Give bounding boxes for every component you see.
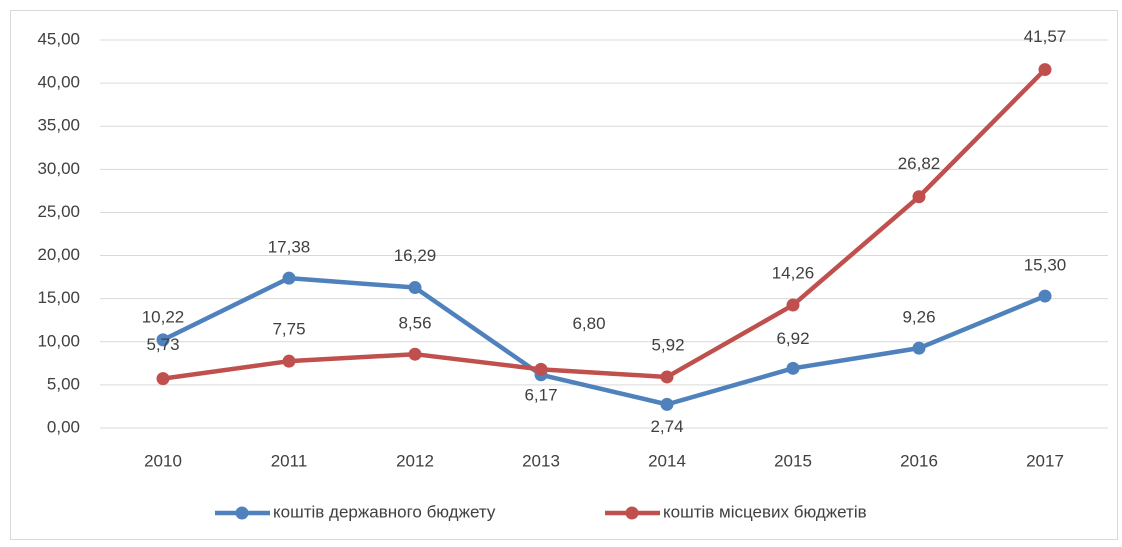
data-label: 6,17 [524,385,557,404]
legend-marker [235,506,249,520]
x-tick-label: 2013 [522,451,560,470]
data-label: 10,22 [142,307,185,326]
data-label: 5,92 [651,335,684,354]
data-label: 17,38 [268,238,311,257]
x-tick-label: 2011 [271,451,308,470]
data-label: 14,26 [772,264,815,283]
data-label: 2,74 [650,417,683,436]
series-line [162,67,1047,381]
series-line [162,275,1046,407]
y-tick-label: 40,00 [37,73,80,92]
data-point [156,372,170,386]
data-point [786,298,800,312]
data-point [156,333,170,347]
legend-label: коштів державного бюджету [273,502,496,521]
chart-border [10,10,1118,540]
y-tick-label: 35,00 [37,116,80,135]
data-label: 5,73 [146,335,179,354]
y-tick-label: 10,00 [37,331,80,350]
x-tick-label: 2016 [900,451,938,470]
x-tick-label: 2017 [1026,451,1064,470]
data-point [408,281,422,295]
data-label: 6,92 [776,329,809,348]
x-tick-label: 2012 [396,451,434,470]
data-point [1038,63,1052,77]
y-tick-label: 5,00 [47,374,80,393]
data-label: 9,26 [902,308,935,327]
data-point [534,362,548,376]
data-label: 7,75 [272,320,305,339]
data-point [660,397,674,411]
data-label: 41,57 [1024,27,1067,46]
x-tick-label: 2010 [144,451,182,470]
y-tick-label: 0,00 [47,417,80,436]
y-tick-label: 45,00 [37,29,80,48]
legend-marker [625,506,639,520]
data-point [912,341,926,355]
data-label: 15,30 [1024,256,1067,275]
x-tick-label: 2014 [648,451,686,470]
y-tick-label: 20,00 [37,245,80,264]
data-point [786,361,800,375]
y-tick-label: 15,00 [37,288,80,307]
data-point [660,370,674,384]
data-point [408,347,422,361]
data-label: 6,80 [572,314,605,333]
y-tick-label: 25,00 [37,202,80,221]
data-label: 16,29 [394,246,437,265]
data-point [282,354,296,368]
data-label: 8,56 [398,314,431,333]
y-tick-label: 30,00 [37,159,80,178]
x-tick-label: 2015 [774,451,812,470]
data-point [912,190,926,204]
data-point [1038,289,1052,303]
data-label: 26,82 [898,154,941,173]
legend-label: коштів місцевих бюджетів [663,502,867,521]
data-point [282,271,296,285]
